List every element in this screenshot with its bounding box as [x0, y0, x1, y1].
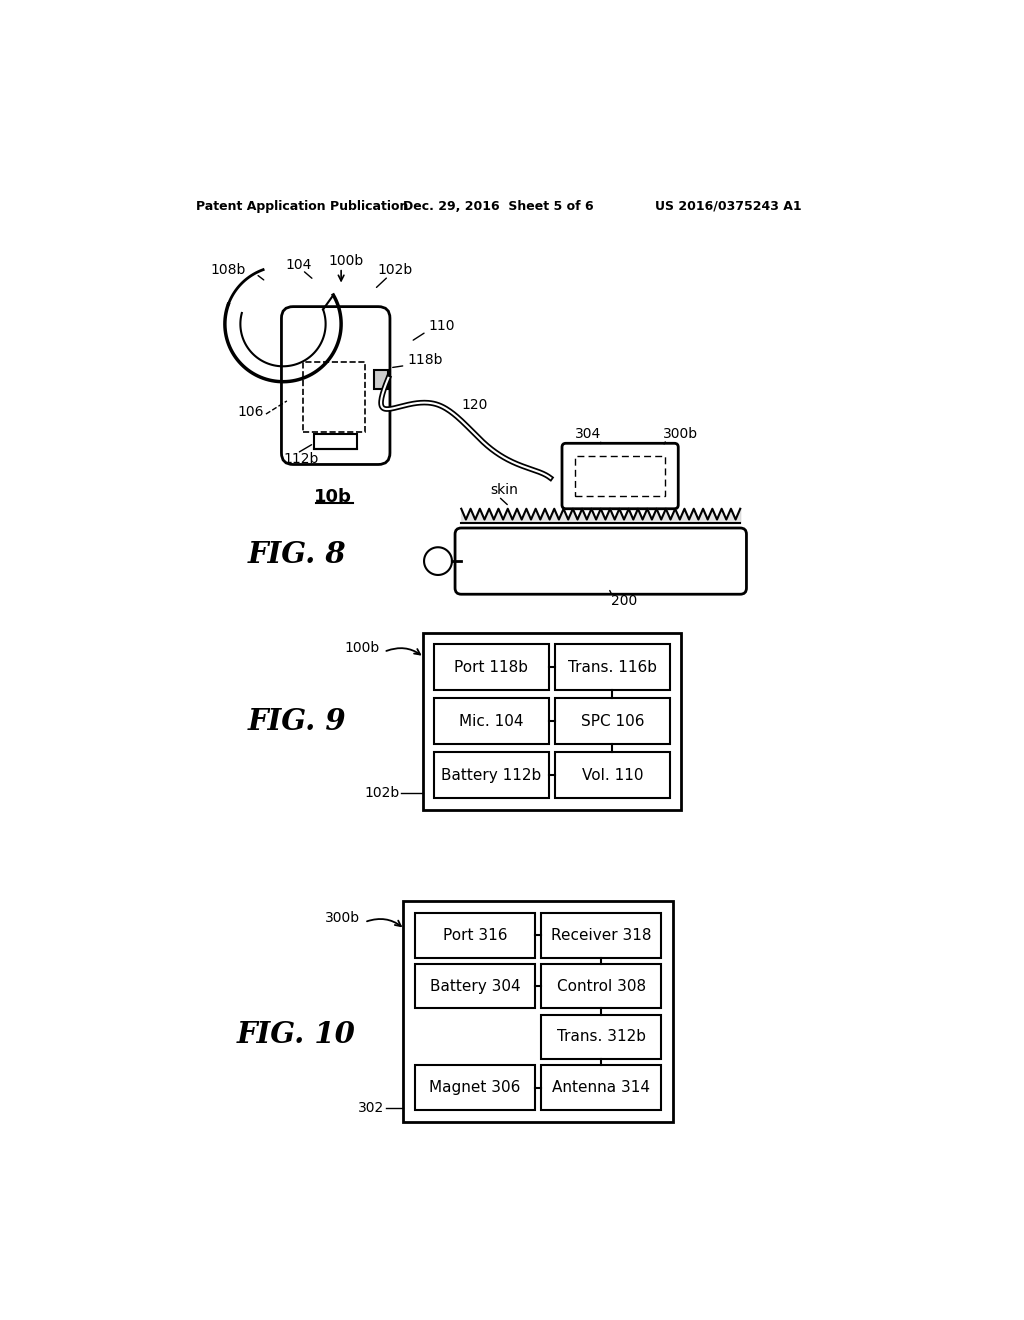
Text: 10b: 10b	[314, 488, 352, 506]
Text: Battery 304: Battery 304	[429, 978, 520, 994]
Text: FIG. 8: FIG. 8	[248, 540, 347, 569]
Text: 304: 304	[574, 428, 601, 441]
FancyBboxPatch shape	[455, 528, 746, 594]
Bar	[434, 698, 549, 744]
Text: 118b: 118b	[407, 354, 442, 367]
Bar	[555, 698, 670, 744]
Bar	[415, 913, 535, 958]
Text: 100b: 100b	[345, 642, 380, 655]
Bar	[575, 457, 665, 496]
Bar	[434, 752, 549, 799]
Text: 112b: 112b	[283, 451, 318, 466]
Bar	[375, 370, 388, 389]
Text: Patent Application Publication: Patent Application Publication	[197, 199, 409, 213]
Text: Receiver 318: Receiver 318	[551, 928, 651, 942]
Bar	[415, 964, 535, 1008]
Text: Antenna 314: Antenna 314	[552, 1080, 650, 1096]
Text: 102b: 102b	[378, 263, 413, 277]
Text: SPC 106: SPC 106	[581, 714, 644, 729]
Text: 120: 120	[461, 397, 487, 412]
Text: Vol. 110: Vol. 110	[582, 768, 643, 783]
Text: FIG. 10: FIG. 10	[237, 1020, 355, 1049]
Bar	[434, 644, 549, 690]
Bar	[403, 902, 673, 1122]
Text: Control 308: Control 308	[557, 978, 646, 994]
Text: 102b: 102b	[364, 785, 399, 800]
Text: Battery 112b: Battery 112b	[441, 768, 542, 783]
Bar	[303, 363, 366, 432]
Text: 100b: 100b	[329, 253, 365, 268]
Bar	[423, 632, 681, 810]
Text: Dec. 29, 2016  Sheet 5 of 6: Dec. 29, 2016 Sheet 5 of 6	[403, 199, 594, 213]
Text: 300b: 300b	[326, 911, 360, 925]
Text: 300b: 300b	[663, 428, 698, 441]
FancyBboxPatch shape	[562, 444, 678, 508]
Bar	[541, 1015, 662, 1059]
Text: 106: 106	[238, 405, 263, 420]
Bar	[541, 1065, 662, 1110]
Text: FIG. 9: FIG. 9	[248, 706, 347, 735]
FancyBboxPatch shape	[282, 306, 390, 465]
Text: 110: 110	[429, 319, 456, 333]
Text: US 2016/0375243 A1: US 2016/0375243 A1	[655, 199, 802, 213]
Bar	[555, 644, 670, 690]
Text: Trans. 312b: Trans. 312b	[557, 1030, 646, 1044]
Bar	[555, 752, 670, 799]
Text: Magnet 306: Magnet 306	[429, 1080, 520, 1096]
Text: 108b: 108b	[210, 263, 246, 277]
Text: Mic. 104: Mic. 104	[459, 714, 523, 729]
Text: skin: skin	[490, 483, 518, 496]
Text: Trans. 116b: Trans. 116b	[568, 660, 656, 675]
Text: 200: 200	[611, 594, 637, 609]
Text: Port 316: Port 316	[442, 928, 507, 942]
Bar	[541, 964, 662, 1008]
Bar	[541, 913, 662, 958]
Text: 104: 104	[286, 257, 311, 272]
Text: Port 118b: Port 118b	[455, 660, 528, 675]
Text: 302: 302	[357, 1101, 384, 1115]
Bar	[314, 434, 357, 449]
Bar	[415, 1065, 535, 1110]
